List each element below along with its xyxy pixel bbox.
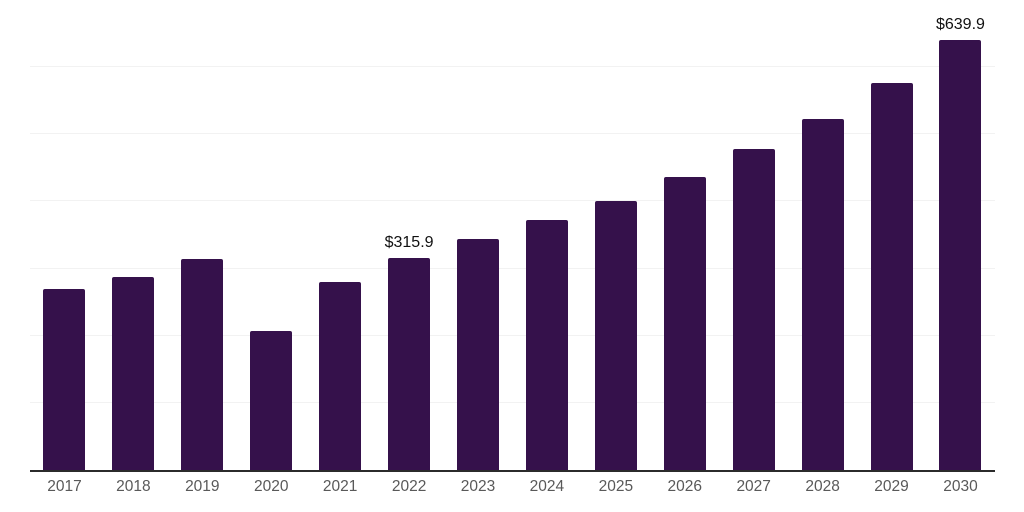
bar-slot-2023 — [444, 0, 513, 470]
bar-2017 — [43, 289, 86, 470]
bar-slot-2029 — [857, 0, 926, 470]
x-tick-label-2019: 2019 — [185, 478, 220, 495]
bar-2022 — [388, 257, 431, 470]
bar-2019 — [181, 259, 224, 470]
bar-slot-2026 — [650, 0, 719, 470]
gridline-400 — [30, 200, 995, 202]
x-tick-label-2027: 2027 — [736, 478, 771, 495]
bar-2030 — [939, 40, 982, 470]
x-tick-label-2025: 2025 — [598, 478, 634, 495]
bar-2027 — [732, 149, 775, 470]
x-tick-label-2028: 2028 — [805, 478, 840, 495]
gridline-500 — [30, 133, 995, 135]
x-tick-label-2022: 2022 — [391, 478, 427, 495]
bar-slot-2030: $639.9 — [926, 0, 995, 470]
data-label-2030: $639.9 — [935, 16, 985, 34]
bar-slot-2020 — [237, 0, 306, 470]
x-tick-label-2030: 2030 — [943, 478, 978, 495]
gridline-600 — [30, 66, 995, 68]
x-tick-label-2029: 2029 — [874, 478, 909, 495]
x-tick-label-2026: 2026 — [667, 478, 702, 495]
bar-2029 — [870, 82, 913, 470]
bar-2028 — [801, 118, 844, 470]
x-tick-label-2023: 2023 — [460, 478, 496, 495]
bars-container: $315.9 $639.9 — [30, 0, 995, 470]
bar-slot-2025 — [581, 0, 650, 470]
gridline-100 — [30, 401, 995, 403]
bar-2018 — [112, 276, 155, 470]
bar-slot-2021 — [306, 0, 375, 470]
gridline-300 — [30, 267, 995, 269]
data-label-2022: $315.9 — [384, 233, 434, 251]
x-tick-label-2021: 2021 — [322, 478, 358, 495]
bar-2023 — [456, 239, 499, 470]
bar-slot-2027 — [719, 0, 788, 470]
x-tick-label-2017: 2017 — [47, 478, 82, 495]
bar-slot-2024 — [512, 0, 581, 470]
plot-area: $315.9 $639.9 — [30, 0, 995, 472]
x-tick-label-2020: 2020 — [253, 478, 289, 495]
bar-slot-2028 — [788, 0, 857, 470]
bar-slot-2022: $315.9 — [375, 0, 444, 470]
bar-2025 — [594, 200, 637, 470]
bar-slot-2018 — [99, 0, 168, 470]
bar-2020 — [250, 331, 293, 470]
x-tick-label-2024: 2024 — [529, 478, 565, 495]
bar-slot-2017 — [30, 0, 99, 470]
gridline-200 — [30, 334, 995, 336]
x-tick-label-2018: 2018 — [116, 478, 151, 495]
bar-slot-2019 — [168, 0, 237, 470]
bar-2024 — [525, 220, 568, 470]
bar-2026 — [663, 177, 706, 470]
x-axis-labels: 2017 2018 2019 2020 2021 2022 2023 2024 2025 2026… — [30, 478, 995, 496]
bar-2021 — [319, 282, 362, 470]
